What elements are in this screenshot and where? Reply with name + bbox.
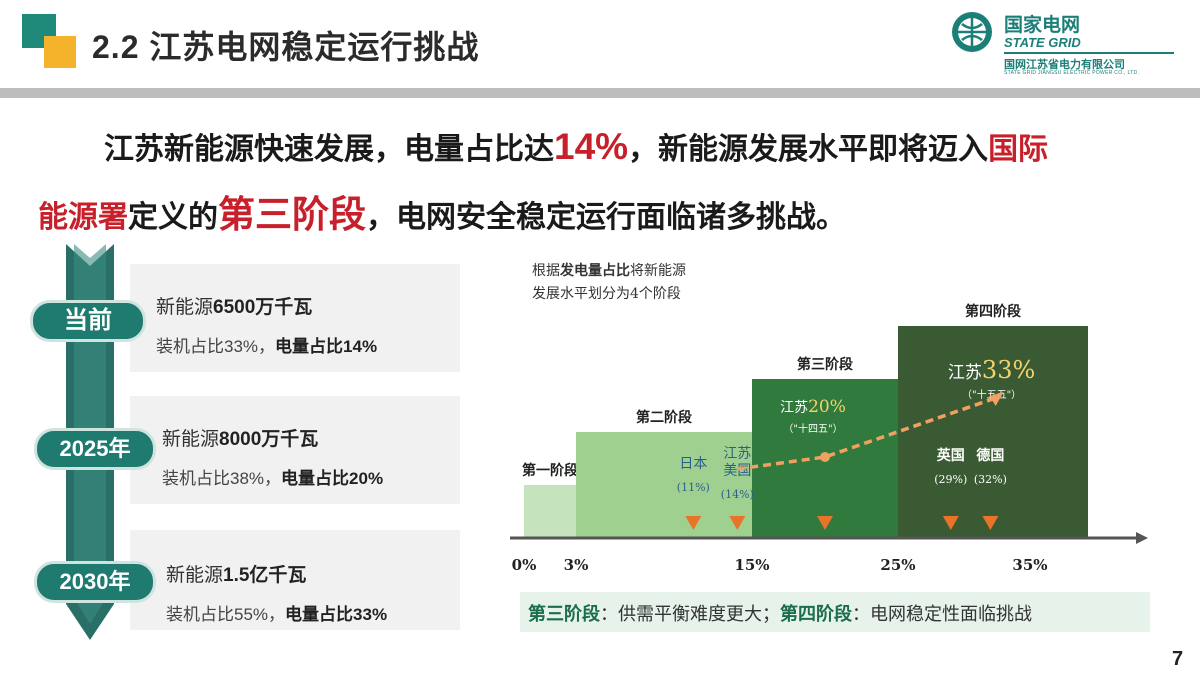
point-value-label: （"十五五"） [962,388,1021,401]
capacity-text: 新能源6500万千瓦 [156,297,313,318]
point-label: 江苏 [723,446,751,462]
point-value-label: (11%) [677,481,710,494]
logo-divider [1004,52,1174,54]
headline-line-2: 能源署定义的第三阶段，电网安全稳定运行面临诸多挑战。 [38,184,846,238]
logo-company-text: 国网江苏省电力有限公司 [1004,59,1125,71]
marker-icon [982,516,999,530]
timeline-card-2030 [130,530,460,630]
headline-highlight: 国际 [988,133,1049,166]
point-label: 美国 [723,463,751,479]
marker-icon [817,516,833,530]
x-axis-arrow-icon [1136,532,1148,544]
point-label: 英国 [936,447,965,464]
title-decoration-gold [44,36,76,68]
logo-en-text: STATE GRID [1004,35,1081,50]
headline-highlight-stage: 第三阶段 [218,194,366,235]
timeline-label-2025: 2025年 [34,428,156,470]
headline-line-1: 江苏新能源快速发展，电量占比达14%，新能源发展水平即将迈入国际 [104,124,1048,168]
stage-chart: 第一阶段 第二阶段 第三阶段 第四阶段 0% 3% 15% 25% 35% 日本 (11%) 江苏美国… [510,303,1148,574]
trend-point [820,452,830,462]
point-value-label: (29%) [934,473,967,486]
x-tick-label: 25% [880,556,915,574]
share-text: 装机占比33%，电量占比14% [156,337,378,356]
logo-company-en-text: STATE GRID JIANGSU ELECTRIC POWER CO., L… [1004,70,1140,76]
trend-line [737,396,997,471]
stage-label-1: 第一阶段 [522,462,578,479]
point-label: 江苏20% [780,397,846,417]
stage-bar-2 [576,432,752,538]
capacity-text: 新能源8000万千瓦 [162,429,319,450]
point-label: 江苏33% [948,356,1035,384]
timeline-card-current [130,264,460,372]
point-value-label: (14%) [721,488,754,501]
stage-bar-1 [524,485,576,538]
stage-label-4: 第四阶段 [965,303,1021,320]
stage-bar-4 [898,326,1088,538]
stage-label-2: 第二阶段 [636,409,692,426]
marker-icon [729,516,746,530]
headline-highlight-pct: 14% [554,126,629,167]
summary-stage3-label: 第三阶段 [528,604,600,624]
point-value-label: (32%) [974,473,1007,486]
headline-text: ，新能源发展水平即将迈入 [628,133,989,166]
summary-text: 第三阶段：供需平衡难度更大；第四阶段：电网稳定性面临挑战 [528,604,1032,624]
stage-label-3: 第三阶段 [797,356,853,373]
state-grid-logo-icon [952,12,992,52]
share-text: 装机占比38%，电量占比20% [162,469,384,488]
timeline-label-2030: 2030年 [34,561,156,603]
marker-icon [685,516,702,530]
capacity-text: 新能源1.5亿千瓦 [166,565,307,586]
page-number: 7 [1172,648,1184,670]
point-label: 日本 [679,456,707,472]
timeline-label-current: 当前 [30,300,146,342]
summary-box [520,592,1150,632]
headline-highlight: 能源署 [38,201,128,234]
share-text: 装机占比55%，电量占比33% [166,605,388,624]
chart-note: 根据发电量占比将新能源 发展水平划分为4个阶段 [532,263,686,302]
x-tick-label: 0% [512,556,537,574]
summary-stage4-label: 第四阶段 [780,604,852,624]
timeline-card-2025 [130,396,460,504]
logo-cn-text: 国家电网 [1004,15,1081,36]
marker-icon [942,516,959,530]
headline-text: ，电网安全稳定运行面临诸多挑战。 [366,201,846,234]
x-tick-label: 15% [734,556,769,574]
headline-text: 江苏新能源快速发展，电量占比达 [104,133,554,166]
x-tick-label: 35% [1012,556,1047,574]
header-divider [0,88,1200,98]
point-label: 德国 [976,447,1004,464]
trend-arrow-icon [989,392,1004,406]
x-tick-label: 3% [564,556,589,574]
page-title: 2.2 江苏电网稳定运行挑战 [92,29,480,65]
headline-text: 定义的 [128,201,218,234]
point-value-label: （"十四五"） [783,422,842,435]
